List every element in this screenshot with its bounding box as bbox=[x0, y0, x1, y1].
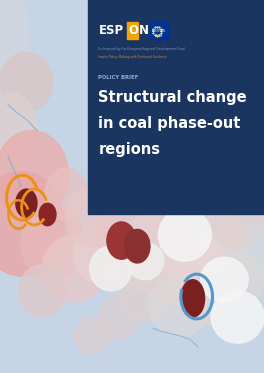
Ellipse shape bbox=[45, 168, 87, 220]
Ellipse shape bbox=[127, 242, 164, 280]
Text: O: O bbox=[128, 24, 138, 37]
Ellipse shape bbox=[185, 272, 238, 325]
Ellipse shape bbox=[18, 265, 66, 317]
Ellipse shape bbox=[185, 209, 248, 276]
Bar bbox=[127, 22, 138, 39]
Text: ESP: ESP bbox=[98, 24, 124, 37]
Text: regions: regions bbox=[98, 142, 161, 157]
Text: N: N bbox=[139, 24, 149, 37]
Ellipse shape bbox=[222, 254, 264, 306]
Ellipse shape bbox=[0, 93, 37, 168]
Bar bbox=[88, 0, 264, 214]
Ellipse shape bbox=[0, 131, 69, 220]
Ellipse shape bbox=[119, 261, 172, 321]
Ellipse shape bbox=[0, 172, 63, 276]
Ellipse shape bbox=[211, 183, 264, 250]
Ellipse shape bbox=[66, 186, 119, 246]
Text: Inspire Policy Making with Territorial Evidence: Inspire Policy Making with Territorial E… bbox=[98, 55, 167, 59]
Ellipse shape bbox=[181, 280, 205, 317]
Ellipse shape bbox=[74, 224, 127, 283]
Ellipse shape bbox=[90, 246, 132, 291]
Ellipse shape bbox=[16, 189, 37, 217]
Text: POLICY BRIEF: POLICY BRIEF bbox=[98, 75, 139, 80]
Ellipse shape bbox=[42, 235, 106, 302]
Text: Structural change: Structural change bbox=[98, 90, 247, 105]
Text: Co-financed by the European Regional Development Fund: Co-financed by the European Regional Dev… bbox=[98, 47, 185, 51]
Ellipse shape bbox=[201, 257, 248, 302]
Ellipse shape bbox=[211, 291, 264, 343]
Ellipse shape bbox=[158, 209, 211, 261]
Ellipse shape bbox=[0, 52, 53, 112]
Ellipse shape bbox=[125, 229, 150, 263]
Ellipse shape bbox=[240, 224, 264, 283]
Bar bbox=[149, 22, 168, 39]
Ellipse shape bbox=[39, 203, 56, 226]
Ellipse shape bbox=[95, 194, 169, 269]
Ellipse shape bbox=[21, 205, 84, 280]
Ellipse shape bbox=[148, 276, 211, 336]
Ellipse shape bbox=[116, 213, 201, 295]
Ellipse shape bbox=[107, 222, 136, 259]
Ellipse shape bbox=[0, 0, 29, 82]
Text: in coal phase-out: in coal phase-out bbox=[98, 116, 241, 131]
Ellipse shape bbox=[74, 317, 111, 354]
Ellipse shape bbox=[98, 295, 140, 339]
Text: EUROPEAN
UNION: EUROPEAN UNION bbox=[152, 29, 165, 38]
Ellipse shape bbox=[153, 231, 227, 306]
